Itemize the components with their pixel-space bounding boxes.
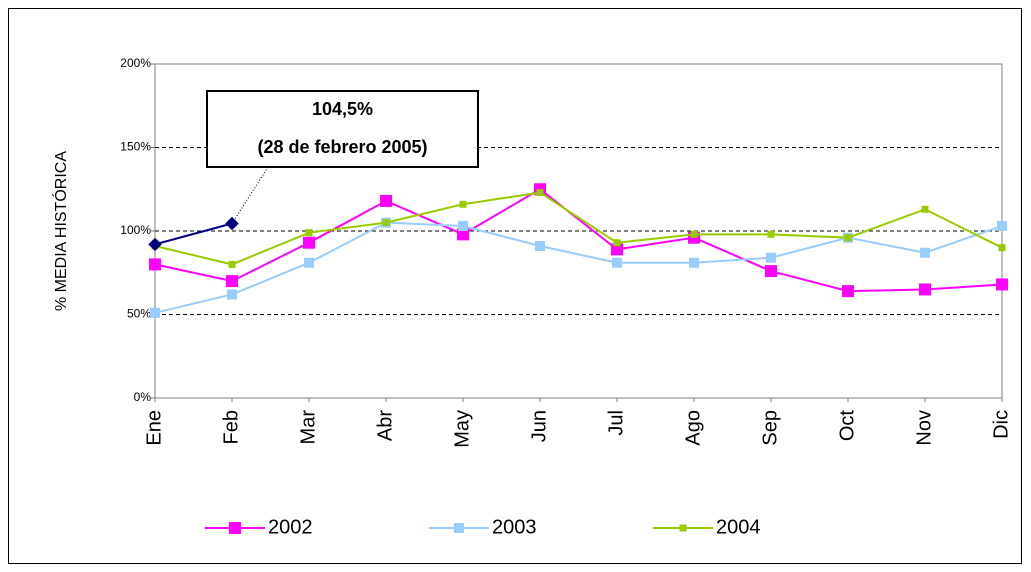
data-point — [227, 289, 237, 300]
series — [151, 189, 1006, 268]
y-tick-label: 200% — [120, 56, 151, 70]
x-tick-label: May — [451, 410, 473, 448]
data-point — [305, 229, 313, 237]
legend-label: 2002 — [268, 516, 313, 538]
x-tick-label: Abr — [374, 410, 396, 441]
y-tick-label: 50% — [127, 307, 151, 321]
series — [148, 216, 239, 252]
legend-item: 2003 — [429, 516, 537, 538]
data-point — [459, 200, 467, 208]
data-point — [304, 257, 314, 268]
legend-item: 2002 — [205, 516, 313, 538]
annotation-text: (28 de febrero 2005) — [257, 137, 427, 157]
x-tick-label: Sep — [759, 410, 781, 446]
series-line — [154, 222, 233, 246]
data-point — [536, 189, 544, 197]
data-point — [148, 237, 162, 252]
data-point — [920, 247, 930, 258]
annotation-text: 104,5% — [312, 99, 373, 119]
x-tick-label: Oct — [836, 410, 858, 442]
x-tick-label: Jul — [605, 410, 627, 436]
data-point — [612, 257, 622, 268]
data-point — [613, 239, 621, 247]
x-tick-label: Jun — [528, 410, 550, 442]
y-tick-label: 0% — [134, 390, 152, 404]
data-point — [921, 205, 929, 213]
x-tick-label: Ene — [143, 410, 165, 446]
data-point — [303, 236, 315, 249]
series-line — [154, 188, 1003, 293]
legend-marker — [454, 523, 464, 533]
data-point — [919, 283, 931, 296]
legend-item: 2004 — [653, 516, 761, 538]
data-point — [844, 234, 852, 242]
legend-label: 2003 — [492, 516, 537, 538]
data-point — [150, 307, 160, 318]
data-point — [535, 241, 545, 252]
data-point — [380, 194, 392, 207]
x-tick-label: Nov — [913, 410, 935, 446]
data-point — [382, 219, 390, 227]
data-point — [842, 285, 854, 298]
x-tick-label: Ago — [682, 410, 704, 446]
legend-marker — [229, 522, 241, 534]
y-tick-label: 100% — [120, 223, 151, 237]
data-point — [998, 244, 1006, 252]
data-point — [765, 265, 777, 278]
legend-marker — [679, 524, 687, 532]
data-point — [226, 275, 238, 288]
data-point — [997, 220, 1007, 231]
data-point — [689, 257, 699, 268]
legend-label: 2004 — [716, 516, 761, 538]
data-point — [996, 278, 1008, 291]
annotation-box — [206, 90, 479, 168]
series-line — [154, 221, 1003, 314]
y-tick-label: 150% — [120, 140, 151, 154]
data-point — [458, 220, 468, 231]
series-line — [154, 191, 1003, 266]
data-point — [149, 258, 161, 271]
data-point — [611, 243, 623, 256]
data-point — [767, 230, 775, 238]
series — [149, 183, 1008, 298]
y-axis-label: % MEDIA HISTÓRICA — [51, 151, 70, 311]
data-point — [766, 252, 776, 263]
x-tick-label: Dic — [990, 410, 1012, 439]
annotation-pointer — [231, 166, 269, 224]
x-tick-label: Mar — [297, 410, 319, 445]
data-point — [690, 230, 698, 238]
data-point — [228, 260, 236, 268]
x-tick-label: Feb — [220, 410, 242, 444]
data-point — [457, 228, 469, 241]
